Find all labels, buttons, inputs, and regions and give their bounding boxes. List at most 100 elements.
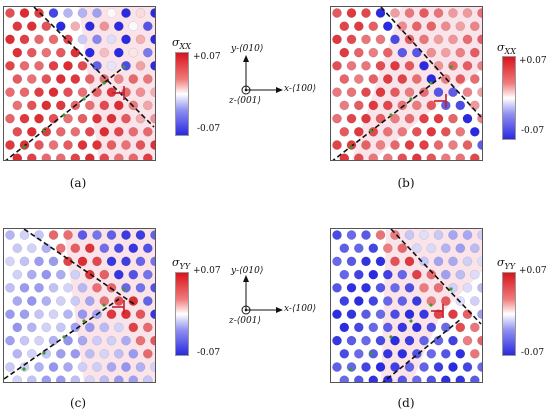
- marker-dot: [62, 113, 66, 117]
- atom: [375, 34, 386, 45]
- atom: [339, 322, 350, 333]
- coordinate-axes-bottom: y-⟨010⟩ x-⟨100⟩ z-⟨001⟩: [226, 266, 316, 336]
- atom: [448, 34, 458, 45]
- atom: [353, 74, 364, 84]
- atom: [382, 269, 393, 280]
- atom: [419, 140, 429, 150]
- atom: [77, 335, 88, 346]
- atom: [48, 60, 59, 71]
- atom: [63, 60, 73, 71]
- atom: [121, 309, 131, 320]
- atom: [361, 362, 371, 372]
- atom: [462, 282, 473, 293]
- marker-dot: [102, 303, 106, 307]
- atom: [390, 362, 400, 372]
- atom: [339, 348, 350, 359]
- atom: [84, 47, 95, 58]
- slip-line: [332, 76, 442, 160]
- atom: [455, 100, 466, 111]
- atom: [106, 140, 117, 150]
- atom: [397, 100, 408, 111]
- atomic-stress-map-panel-a: [3, 6, 156, 161]
- atom: [426, 375, 437, 382]
- atom: [55, 47, 66, 58]
- atom: [382, 322, 393, 333]
- atom: [368, 375, 379, 382]
- y-axis-label-top: y-⟨010⟩: [231, 44, 264, 54]
- atom: [113, 375, 124, 382]
- atom: [469, 375, 480, 382]
- atom: [113, 153, 124, 160]
- atom: [353, 243, 364, 254]
- atom: [41, 296, 52, 306]
- atom: [462, 256, 473, 267]
- atom: [99, 21, 110, 32]
- atom: [92, 230, 102, 240]
- atom: [390, 230, 400, 240]
- atom: [5, 113, 15, 124]
- atom: [99, 375, 110, 382]
- atom: [128, 375, 139, 382]
- atom: [404, 335, 415, 346]
- atom: [390, 34, 400, 45]
- atom: [84, 153, 95, 160]
- slip-line: [390, 229, 482, 325]
- atom: [426, 100, 437, 111]
- atom: [440, 126, 451, 137]
- colorbar-title-a: σXX: [172, 36, 191, 52]
- atom: [404, 256, 415, 267]
- atomic-stress-map-panel-c: [3, 228, 156, 383]
- atomic-stress-map-panel-d: [330, 228, 483, 383]
- atom: [41, 322, 52, 333]
- atom: [368, 74, 379, 84]
- atom: [390, 113, 400, 124]
- atom: [353, 296, 364, 306]
- marker-dot: [369, 351, 373, 355]
- atom: [77, 230, 88, 240]
- atom: [55, 269, 66, 280]
- axes-arrows-icon: [241, 55, 283, 95]
- atom: [339, 100, 350, 111]
- colorbar-max-a: +0.07: [193, 52, 221, 62]
- atom: [411, 74, 422, 84]
- atom: [41, 375, 52, 382]
- atom: [12, 126, 23, 137]
- atom: [77, 34, 88, 45]
- atom: [106, 34, 117, 45]
- atom: [135, 256, 146, 267]
- atom: [433, 140, 444, 150]
- atom: [26, 21, 37, 32]
- atom: [106, 8, 117, 18]
- atom: [113, 322, 124, 333]
- atom: [12, 375, 23, 382]
- atom: [34, 256, 44, 267]
- marker-dot: [389, 335, 393, 339]
- atom: [63, 140, 73, 150]
- atom: [142, 375, 153, 382]
- atom: [48, 8, 59, 18]
- atom: [455, 74, 466, 84]
- atom: [469, 296, 480, 306]
- atom: [41, 74, 52, 84]
- atom: [70, 153, 81, 160]
- atom: [92, 87, 102, 98]
- atom: [34, 230, 44, 240]
- atom: [353, 21, 364, 32]
- marker-dot: [429, 303, 433, 307]
- atom: [455, 126, 466, 137]
- atom: [5, 256, 15, 267]
- atom: [12, 21, 23, 32]
- atom: [339, 269, 350, 280]
- atom: [411, 322, 422, 333]
- atom: [135, 140, 146, 150]
- atom: [462, 8, 473, 18]
- atom: [390, 60, 400, 71]
- atom: [135, 113, 146, 124]
- lattice-svg: [332, 7, 482, 160]
- atom: [469, 21, 480, 32]
- atom: [448, 140, 458, 150]
- atom: [375, 230, 386, 240]
- atom: [419, 282, 429, 293]
- atom: [142, 100, 153, 111]
